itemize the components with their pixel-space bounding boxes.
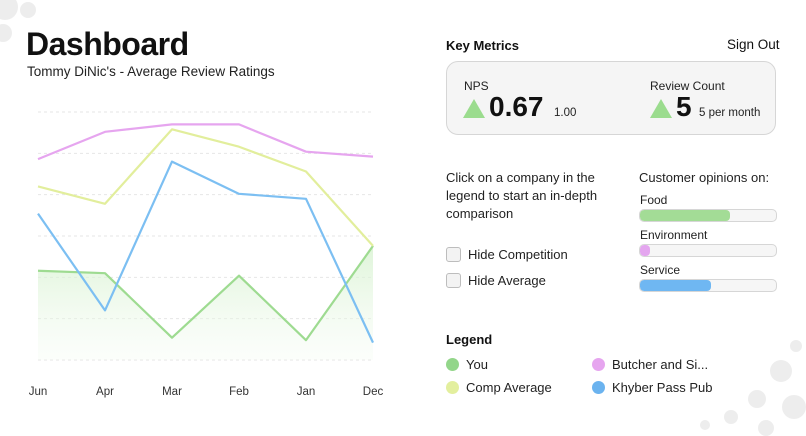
food-bar bbox=[639, 209, 777, 222]
x-tick-label: Jun bbox=[29, 386, 48, 398]
page-subtitle: Tommy DiNic's - Average Review Ratings bbox=[27, 64, 275, 79]
legend-label: Comp Average bbox=[466, 380, 552, 395]
decor-bubble bbox=[0, 0, 18, 20]
key-metrics-card: NPS 0.67 1.00 Review Count 5 5 per month bbox=[446, 61, 776, 135]
series-line-Butcher and Si... bbox=[37, 123, 374, 161]
environment-label: Environment bbox=[640, 228, 708, 242]
x-tick-label: Jan bbox=[297, 386, 316, 398]
legend-dot-icon bbox=[592, 381, 605, 394]
legend-dot-icon bbox=[446, 381, 459, 394]
decor-bubble bbox=[782, 395, 806, 419]
environment-bar bbox=[639, 244, 777, 257]
legend-dot-icon bbox=[446, 358, 459, 371]
series-line-Khyber Pass Pub bbox=[37, 160, 374, 344]
service-bar bbox=[639, 279, 777, 292]
review-count-up-triangle-icon bbox=[650, 99, 672, 118]
decor-bubble bbox=[748, 390, 766, 408]
hide-average-checkbox[interactable] bbox=[446, 273, 461, 288]
nps-label: NPS bbox=[464, 79, 489, 93]
legend-item-comp-average[interactable]: Comp Average bbox=[446, 380, 552, 395]
legend-label: Butcher and Si... bbox=[612, 357, 709, 372]
x-tick-label: Mar bbox=[162, 386, 182, 398]
legend-label: Khyber Pass Pub bbox=[612, 380, 713, 395]
nps-value: 0.67 bbox=[489, 91, 544, 122]
environment-bar-fill bbox=[640, 245, 650, 256]
series-line-You bbox=[37, 245, 374, 342]
legend-item-you[interactable]: You bbox=[446, 357, 488, 372]
page-title: Dashboard bbox=[26, 26, 189, 62]
review-ratings-chart: Jun Apr Mar Feb Jan Dec bbox=[29, 111, 384, 398]
hide-competition-label: Hide Competition bbox=[468, 247, 568, 262]
food-bar-fill bbox=[640, 210, 730, 221]
nps-sub: 1.00 bbox=[554, 107, 577, 119]
series-line-Comp Average bbox=[37, 128, 374, 247]
decor-bubble bbox=[758, 420, 774, 436]
decor-bubble bbox=[700, 420, 710, 430]
legend-dot-icon bbox=[592, 358, 605, 371]
key-metrics-title: Key Metrics bbox=[446, 38, 519, 53]
review-count-label: Review Count bbox=[650, 79, 725, 93]
decor-bubble bbox=[770, 360, 792, 382]
review-count-value: 5 bbox=[676, 91, 692, 122]
decor-bubble bbox=[790, 340, 802, 352]
series-area-You bbox=[38, 245, 373, 360]
review-count-sub: 5 per month bbox=[699, 107, 761, 119]
decor-bubble bbox=[0, 24, 12, 42]
x-tick-label: Feb bbox=[229, 386, 249, 398]
decor-bubble bbox=[20, 2, 36, 18]
nps-up-triangle-icon bbox=[463, 99, 485, 118]
x-tick-label: Apr bbox=[96, 386, 114, 398]
hide-competition-checkbox[interactable] bbox=[446, 247, 461, 262]
legend-item-butcher[interactable]: Butcher and Si... bbox=[592, 357, 708, 372]
hide-average-label: Hide Average bbox=[468, 273, 546, 288]
opinions-title: Customer opinions on: bbox=[639, 170, 770, 185]
hide-competition-toggle[interactable]: Hide Competition bbox=[446, 247, 568, 262]
food-label: Food bbox=[640, 193, 668, 207]
sign-out-link[interactable]: Sign Out bbox=[727, 37, 780, 52]
service-bar-fill bbox=[640, 280, 711, 291]
decor-bubble bbox=[724, 410, 738, 424]
legend-label: You bbox=[466, 357, 488, 372]
comparison-instructions: Click on a company in the legend to star… bbox=[446, 170, 598, 221]
service-label: Service bbox=[640, 263, 681, 277]
x-tick-label: Dec bbox=[363, 386, 384, 398]
legend-title: Legend bbox=[446, 332, 493, 347]
hide-average-toggle[interactable]: Hide Average bbox=[446, 273, 546, 288]
legend-item-khyber-pass[interactable]: Khyber Pass Pub bbox=[592, 380, 712, 395]
